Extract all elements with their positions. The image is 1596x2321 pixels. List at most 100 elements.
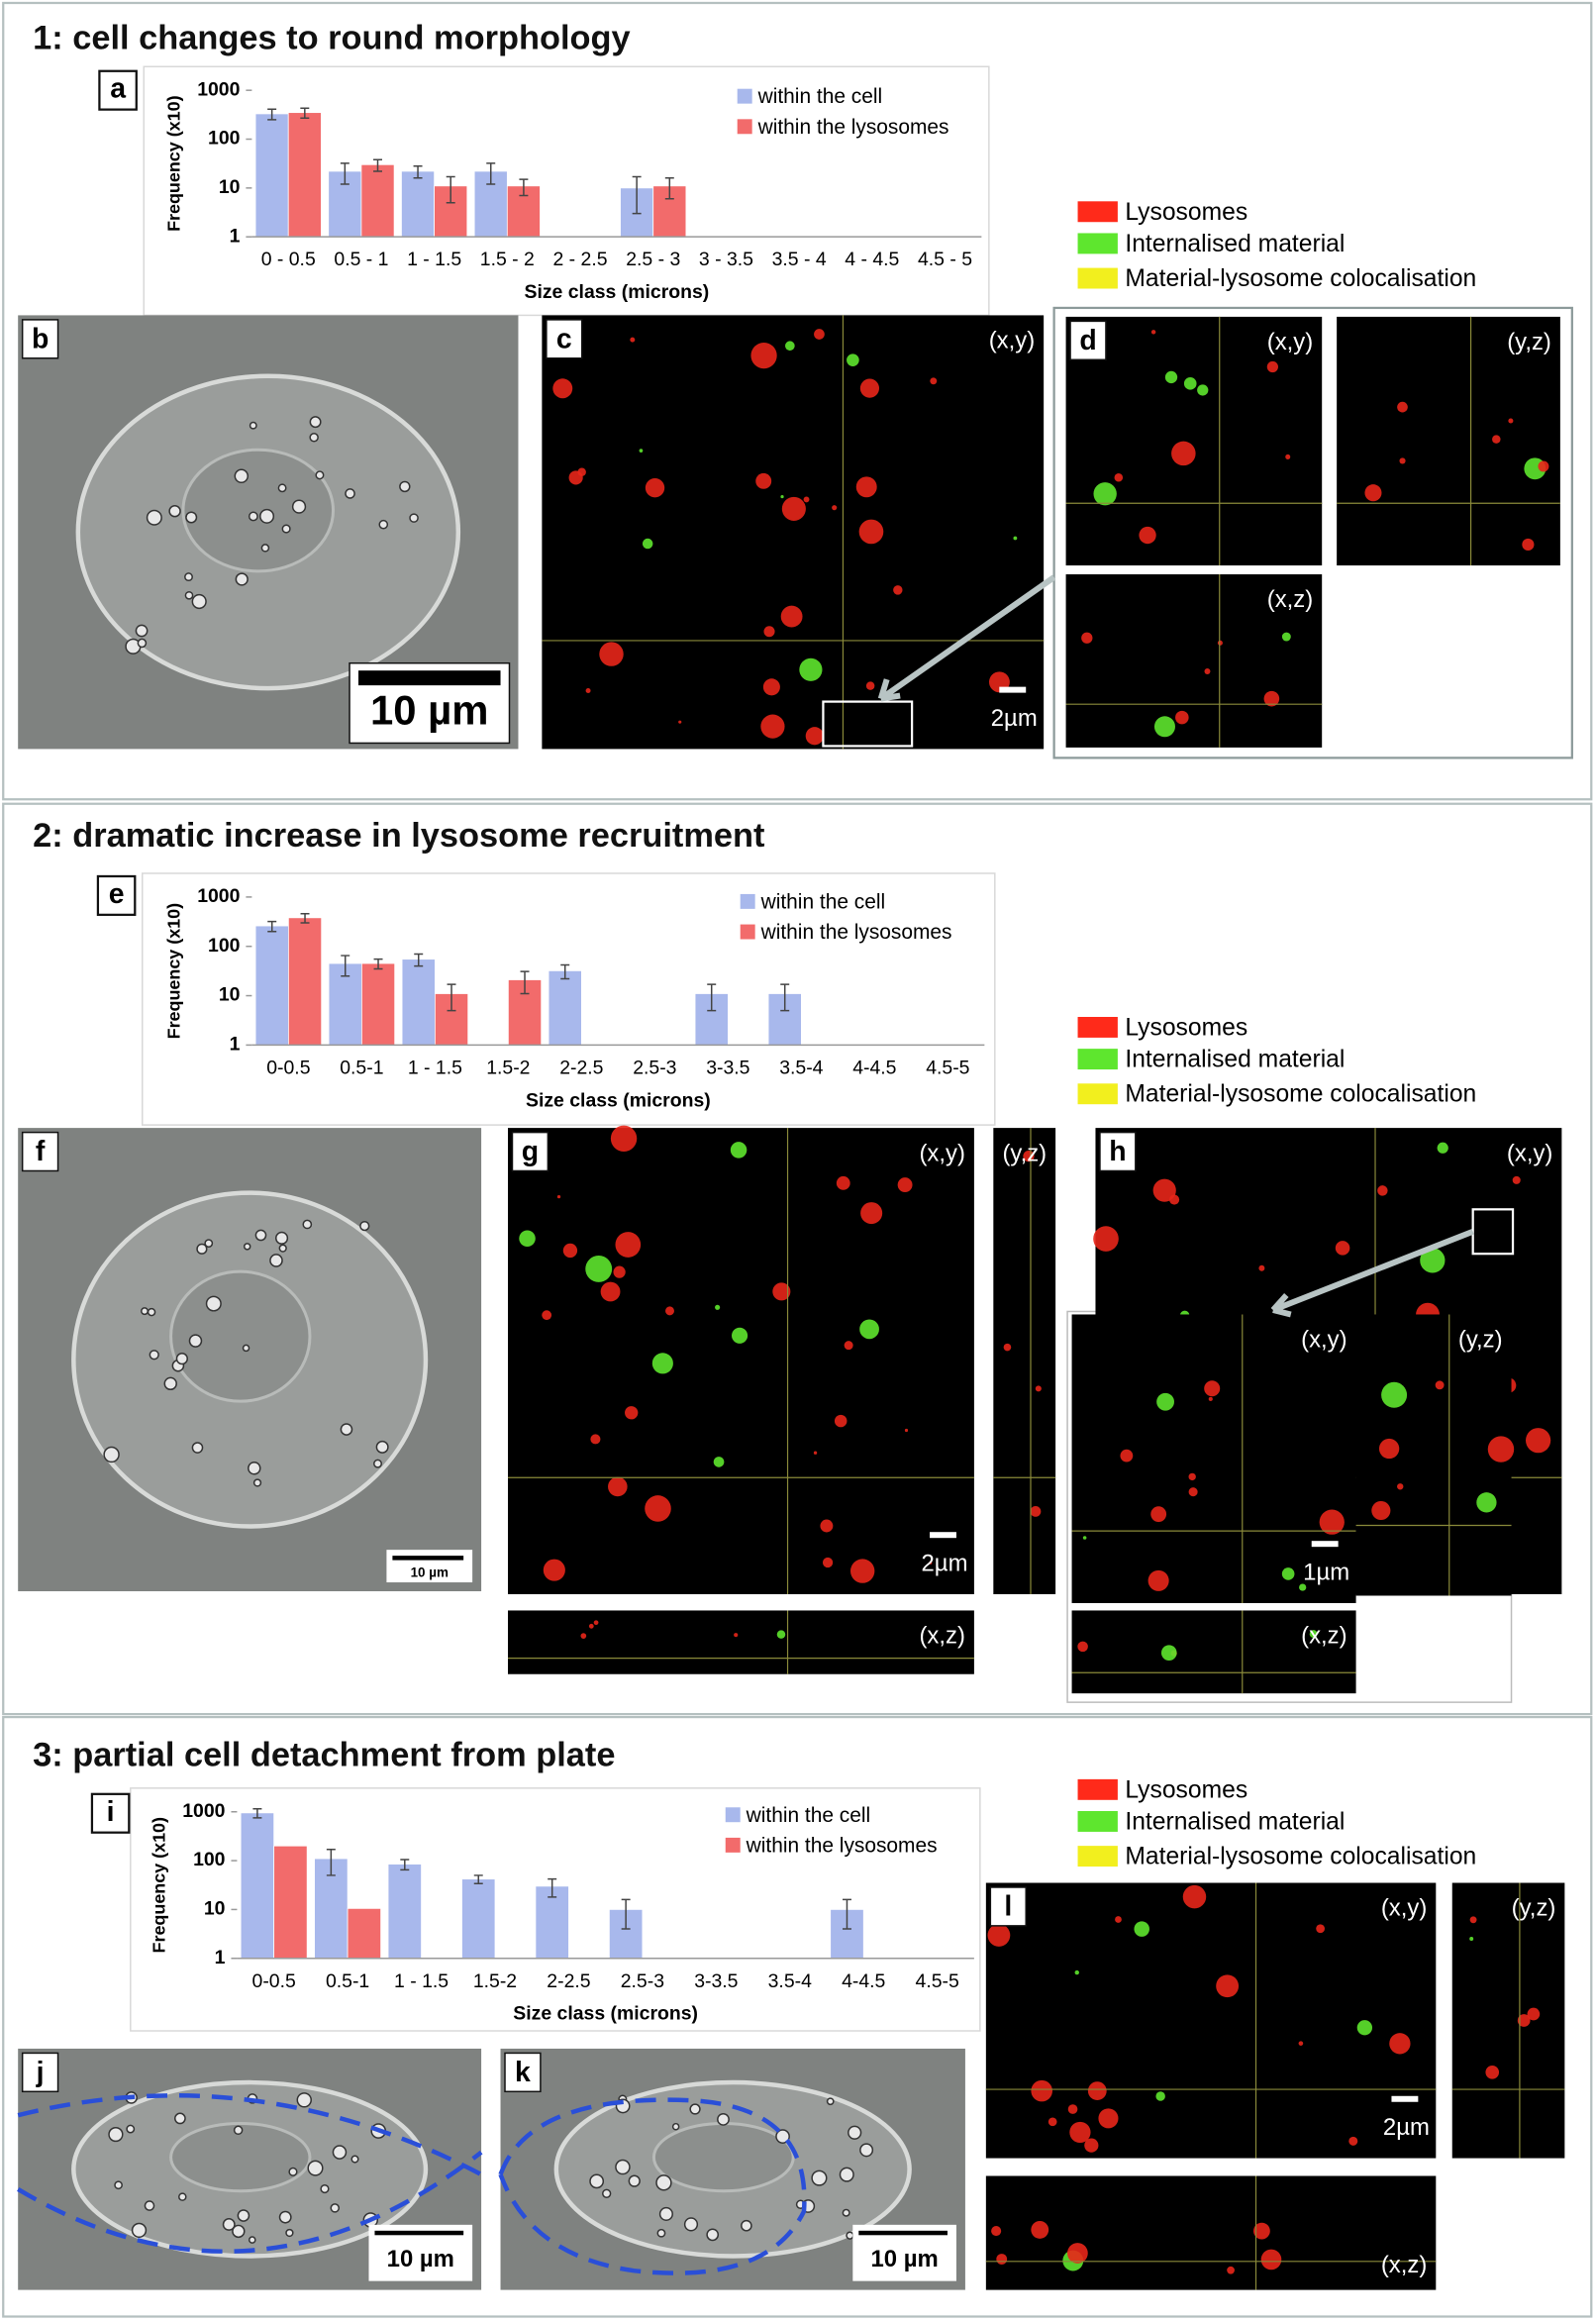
crosshair (1071, 1610, 1356, 1694)
green-spot (1356, 2020, 1373, 2036)
bar (387, 1864, 422, 1960)
scale-bar (1391, 2095, 1419, 2102)
legend-label: within the lysosomes (746, 1834, 938, 1857)
panel-label: j (36, 2057, 45, 2088)
red-spot (1492, 435, 1501, 444)
red-spot (1188, 1487, 1198, 1497)
panel-label-box (504, 2052, 542, 2093)
red-spot (1031, 2079, 1052, 2102)
x-tick-label: 2.5-3 (633, 1057, 676, 1078)
zoom-box (822, 700, 914, 748)
micrograph: (y,z) (993, 1128, 1056, 1595)
panel-label: d (1079, 325, 1096, 356)
red-spot (859, 378, 880, 398)
vesicle (191, 1442, 204, 1454)
error-bar (400, 1859, 410, 1871)
vesicle (848, 2125, 862, 2140)
y-tick-label: 10 (219, 176, 241, 198)
red-spot (1378, 1438, 1400, 1460)
vesicle (196, 1243, 208, 1255)
y-tick-label: 1000 (182, 1800, 225, 1822)
vesicle (114, 2180, 123, 2190)
crosshair (993, 1128, 1056, 1595)
x-tick-label: 4-4.5 (842, 1970, 885, 1992)
x-tick-label: 3 - 3.5 (699, 249, 753, 270)
bar (401, 959, 436, 1046)
legend-swatch (740, 924, 755, 940)
vesicle (178, 2192, 187, 2201)
image-background (1451, 1882, 1565, 2159)
red-spot (1538, 460, 1549, 472)
view-label: (x,y) (1507, 1140, 1552, 1166)
vesicle (174, 2112, 186, 2125)
y-axis-title: Frequency (x10) (163, 95, 183, 231)
x-tick-label: 1 - 1.5 (394, 1970, 449, 1992)
green-spot (1197, 384, 1209, 396)
y-tick-label: 1000 (197, 885, 240, 907)
vesicle (141, 1307, 150, 1316)
red-spot (987, 1924, 1011, 1947)
legend-swatch (1077, 1016, 1118, 1038)
vesicle (249, 421, 257, 430)
red-spot (755, 472, 772, 489)
micrograph: (y,z) (1451, 1882, 1565, 2159)
y-axis-title: Frequency (x10) (149, 1817, 168, 1953)
panel-label-box (98, 69, 138, 111)
error-bar (548, 1877, 557, 1898)
vesicle (103, 1446, 120, 1463)
error-bar (413, 165, 423, 179)
legend-swatch (725, 1807, 741, 1823)
vesicle (350, 2155, 359, 2164)
red-spot (1150, 330, 1156, 335)
image-background (985, 2175, 1437, 2290)
x-tick-label: 4.5-5 (926, 1057, 969, 1078)
legend-swatch (1077, 1811, 1118, 1832)
vesicle (184, 572, 193, 582)
x-tick-label: 3.5 - 4 (772, 249, 827, 270)
micrograph: j 10 µm (17, 2048, 483, 2290)
panel-label: h (1109, 1136, 1126, 1167)
vesicle (315, 470, 325, 480)
scale-box (386, 1550, 473, 1583)
micrograph: (x,y) 1µm (1071, 1314, 1356, 1603)
vesicle (191, 593, 207, 610)
y-tick-label: 1 (230, 1034, 241, 1056)
red-spot (834, 1414, 848, 1428)
red-spot (1081, 632, 1093, 644)
red-spot (585, 688, 591, 693)
error-bar (664, 177, 674, 200)
micrograph: d (x,y) (1065, 316, 1323, 566)
red-spot (1399, 457, 1406, 464)
section-title: 3: partial cell detachment from plate (33, 1737, 615, 1774)
x-tick-label: 0.5 - 1 (334, 249, 388, 270)
scale-bar (930, 1532, 956, 1539)
error-bar (780, 983, 790, 1012)
red-spot (552, 378, 573, 399)
legend-swatch (1077, 1846, 1118, 1867)
red-spot (1087, 2081, 1107, 2100)
legend-swatch (737, 119, 752, 135)
y-tick-label: 100 (208, 128, 240, 150)
error-bar (300, 912, 310, 924)
red-spot (1348, 2136, 1358, 2146)
red-spot (562, 1243, 578, 1259)
outline (17, 2093, 483, 2254)
green-spot (1160, 1645, 1177, 1661)
zoom-arrow (1270, 1228, 1474, 1318)
red-spot (904, 1428, 909, 1433)
vesicle (163, 1376, 177, 1391)
vesicle (188, 1334, 203, 1348)
vesicle (359, 1220, 370, 1232)
red-spot (1285, 454, 1291, 459)
x-axis-title: Size class (microns) (526, 1089, 711, 1111)
vesicle (168, 504, 181, 518)
red-spot (630, 337, 636, 343)
vesicle (589, 2173, 605, 2189)
section-title: 1: cell changes to round morphology (33, 19, 631, 56)
error-bar (447, 983, 456, 1012)
vesicle (277, 483, 287, 493)
red-spot (1023, 1151, 1035, 1162)
red-spot (1435, 1380, 1445, 1390)
image-background (1337, 316, 1560, 566)
